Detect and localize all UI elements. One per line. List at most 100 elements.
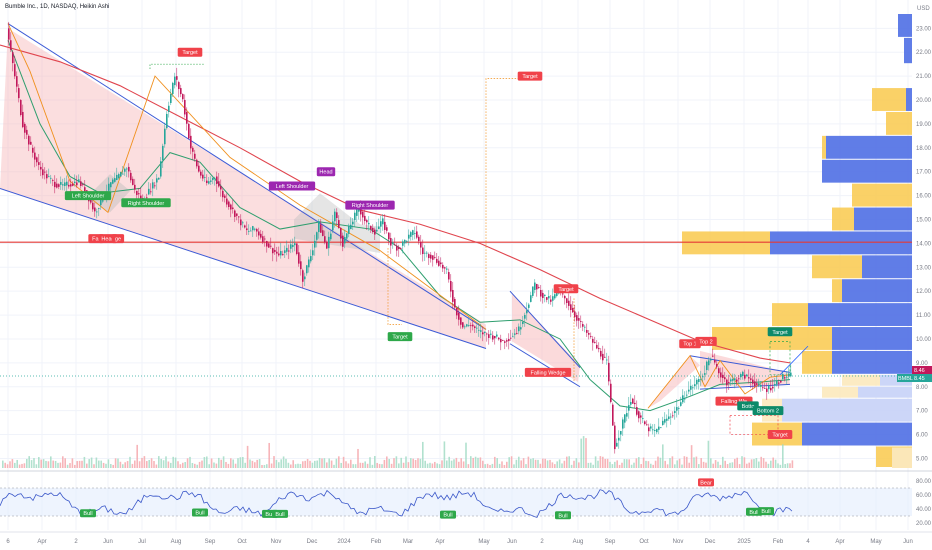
volume-bar [499, 464, 501, 468]
annotation-tag-label: ge [115, 237, 121, 243]
volume-bar [14, 463, 16, 468]
candle-body [398, 247, 400, 249]
candle-body [12, 52, 14, 63]
volume-bar [170, 463, 172, 468]
price-tick-label: 21.00 [916, 74, 932, 80]
candle-body [762, 387, 764, 388]
candle-body [238, 217, 240, 218]
volume-bar [494, 457, 496, 468]
rsi-tick-label: 40.00 [916, 507, 932, 513]
volume-bar [312, 463, 314, 468]
profile-bar-up [812, 255, 862, 278]
volume-bar [218, 458, 220, 468]
volume-bar [688, 463, 690, 468]
candle-body [508, 339, 510, 341]
candle-body [718, 368, 720, 373]
profile-bar-up [832, 279, 842, 302]
annotation-tag-label: Bottom 2 [757, 409, 779, 415]
time-tick-label: Feb [371, 539, 382, 545]
candle-body [702, 376, 704, 377]
candle-body [720, 372, 722, 377]
volume-bar [396, 456, 398, 468]
candle-body [646, 424, 648, 425]
candle-body [294, 243, 296, 245]
annotation-tag: Target [518, 72, 543, 81]
volume-bar [189, 457, 191, 468]
candle-body [744, 375, 746, 379]
candle-body [52, 180, 54, 181]
candle-body [190, 136, 192, 149]
volume-bar [544, 459, 546, 468]
candle-body [786, 377, 788, 378]
volume-bar [535, 460, 537, 468]
candle-body [682, 395, 684, 402]
candle-body [608, 363, 610, 381]
annotation-tag: Bottom 2 [753, 406, 784, 415]
price-tick-label: 22.00 [916, 50, 932, 56]
profile-bar-down [906, 88, 912, 111]
candle-body [580, 321, 582, 322]
volume-bar [511, 456, 513, 468]
volume-bar [249, 459, 251, 468]
volume-bar [686, 457, 688, 468]
candle-body [460, 317, 462, 324]
candle-body [20, 100, 22, 115]
candle-body [60, 182, 62, 185]
volume-bar [223, 456, 225, 468]
volume-bar [160, 459, 162, 468]
volume-bar [789, 463, 791, 468]
volume-bar [729, 463, 731, 468]
volume-bar [40, 460, 42, 468]
candle-body [756, 383, 758, 385]
volume-bar [57, 463, 59, 468]
candle-body [598, 348, 600, 349]
volume-bar [24, 463, 26, 468]
volume-bar [724, 461, 726, 468]
candle-body [220, 186, 222, 189]
candle-body [372, 228, 374, 232]
annotation-tag-label: Right Shoulder [352, 203, 389, 209]
volume-bar [487, 464, 489, 468]
candle-body [102, 200, 104, 201]
volume-bar [492, 464, 494, 468]
volume-bar [391, 464, 393, 468]
volume-bar [247, 446, 249, 468]
candle-body [414, 233, 416, 234]
candle-body [266, 241, 268, 247]
volume-bar [420, 459, 422, 468]
volume-bar [122, 464, 124, 468]
candle-body [688, 390, 690, 392]
volume-bar [4, 463, 6, 468]
volume-bar [561, 463, 563, 468]
volume-bar [470, 456, 472, 468]
candle-body [736, 380, 738, 382]
candle-body [212, 178, 214, 180]
volume-bar [628, 459, 630, 468]
candle-body [440, 263, 442, 265]
candle-body [56, 184, 58, 188]
candle-body [428, 254, 430, 258]
volume-bar [19, 465, 21, 468]
volume-bar [400, 458, 402, 468]
time-tick-label: Oct [237, 539, 247, 545]
volume-bar [777, 463, 779, 468]
volume-bar [213, 463, 215, 468]
time-tick-label: Aug [171, 539, 182, 545]
candle-body [312, 250, 314, 255]
volume-bar [482, 461, 484, 468]
volume-bar [708, 441, 710, 468]
candle-body [772, 387, 774, 389]
volume-bar [38, 457, 40, 468]
annotation-tag: Right Shoulder [345, 201, 394, 210]
candle-body [494, 336, 496, 338]
candle-body [22, 112, 24, 127]
volume-bar [69, 463, 71, 468]
candle-body [704, 373, 706, 375]
candle-body [444, 267, 446, 268]
candle-body [690, 386, 692, 390]
rsi-tag: Bull [272, 510, 288, 518]
candle-body [226, 199, 228, 205]
time-tick-label: May [870, 539, 881, 545]
profile-bar-down [808, 303, 912, 326]
